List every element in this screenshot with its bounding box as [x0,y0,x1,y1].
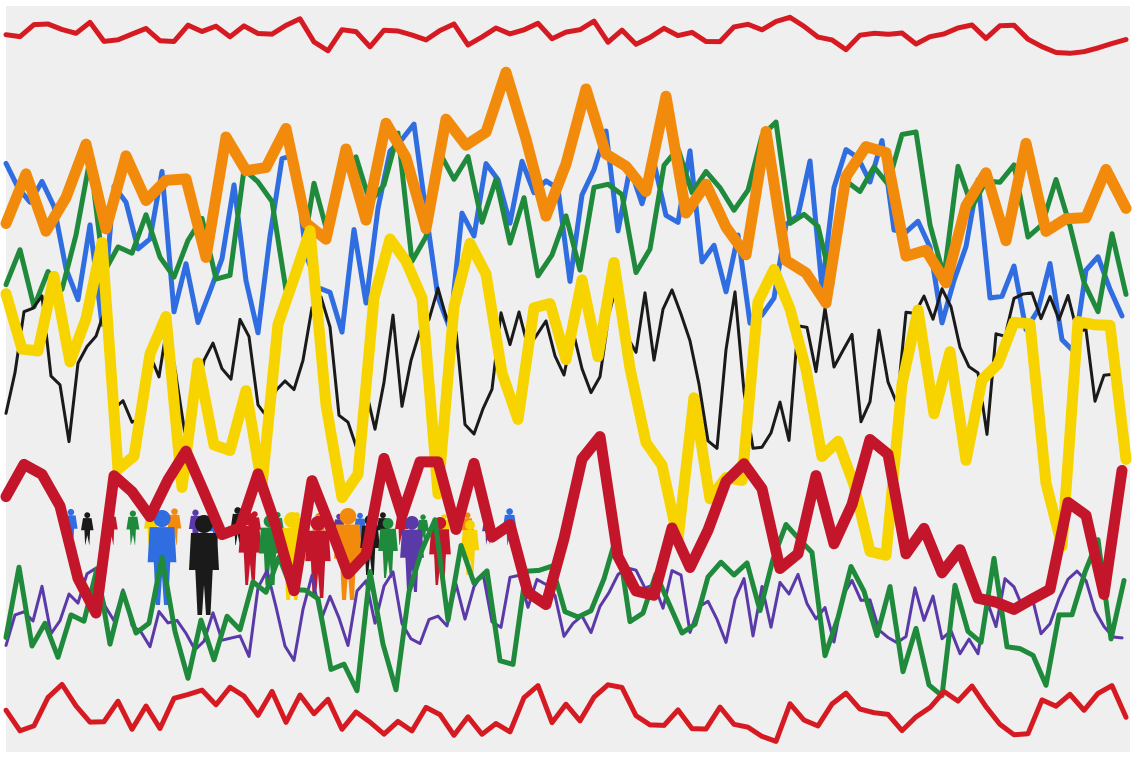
line-yellow [0,225,1132,561]
figure-silhouette [417,514,430,545]
line-crimson [0,431,1128,619]
figure-silhouette [80,512,94,545]
figure-silhouette [378,518,398,578]
line-purple [4,566,1124,662]
line-orange [0,66,1132,309]
figure-silhouette [126,510,140,545]
line-red-top [3,14,1129,56]
line-blue [3,121,1125,355]
figure-silhouette [189,515,219,615]
figure-silhouette [460,520,480,575]
line-red-bottom [3,681,1129,744]
figure-silhouette [400,516,424,592]
line-green-upper [3,119,1129,315]
line-green-lower [3,517,1127,699]
